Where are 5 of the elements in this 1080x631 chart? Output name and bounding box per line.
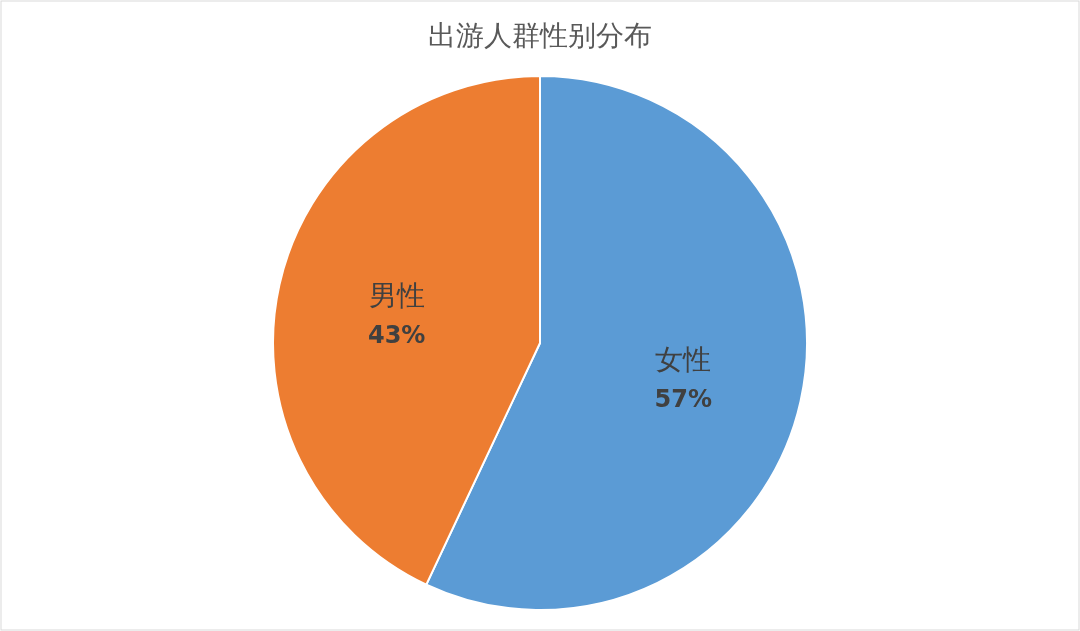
data-label: 43%	[367, 320, 426, 349]
chart-title: 出游人群性别分布	[428, 19, 652, 52]
slice-label: 男性	[368, 278, 425, 312]
slice-label: 女性	[655, 343, 712, 377]
data-label: 57%	[654, 385, 713, 414]
